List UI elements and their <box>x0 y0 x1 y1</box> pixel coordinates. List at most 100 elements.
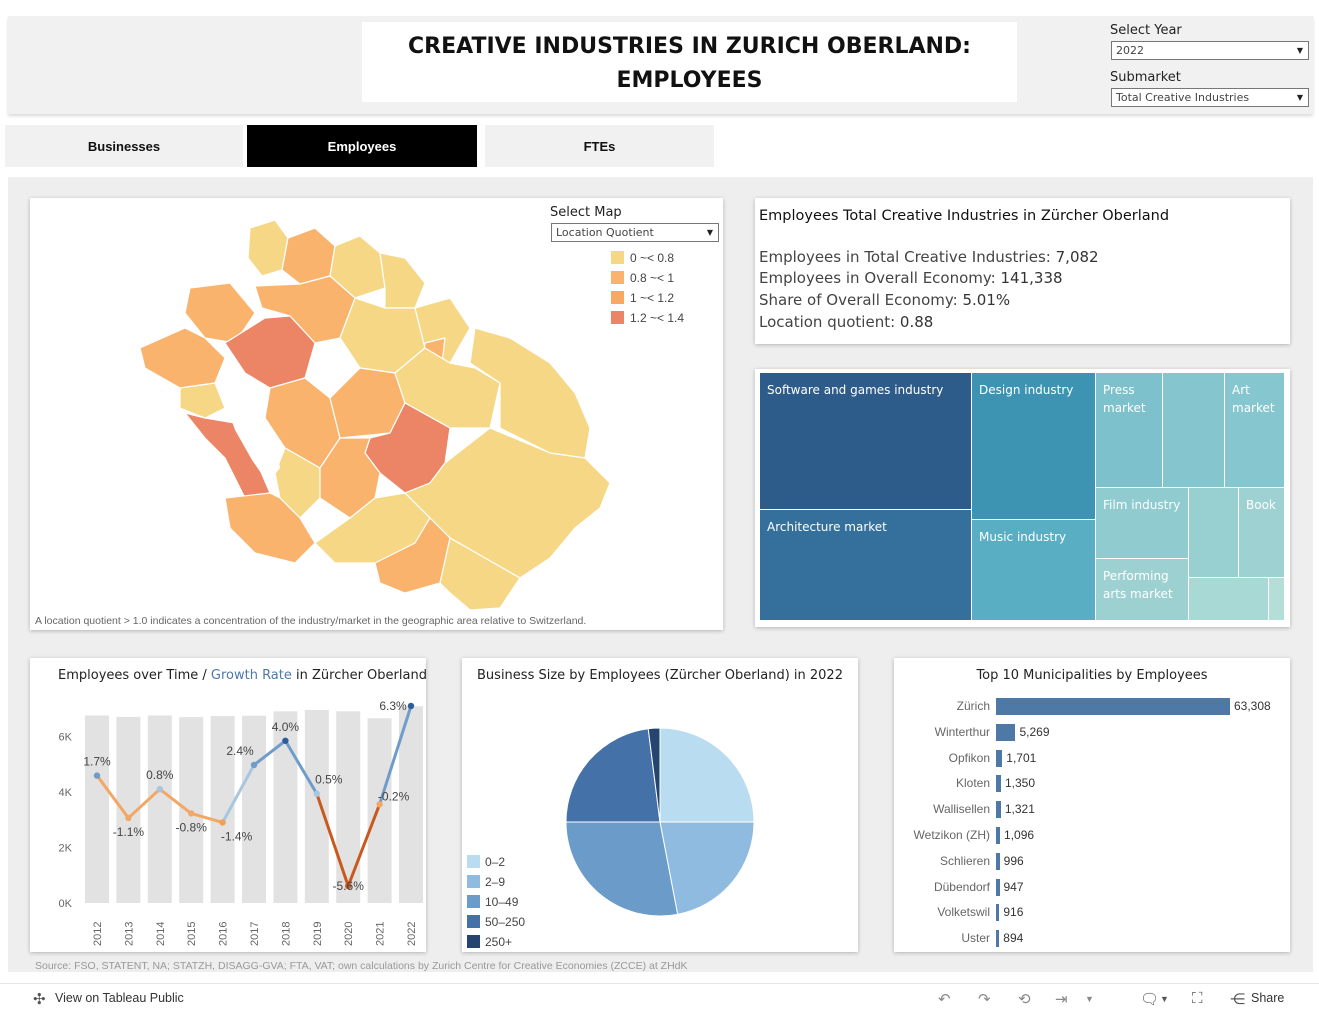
y-tick-label: 0K <box>59 898 73 910</box>
growth-point[interactable] <box>407 702 415 710</box>
submarket-dropdown[interactable]: Total Creative Industries ▼ <box>1111 88 1309 107</box>
employee-bar[interactable] <box>336 711 361 903</box>
treemap-design[interactable]: Design industry <box>972 373 1096 520</box>
growth-label: 1.7% <box>83 755 111 769</box>
municipality-label: Zürich <box>956 699 990 713</box>
pie-slice[interactable] <box>659 727 755 823</box>
employees-time-chart[interactable]: 0K 2K 4K 6K 1.7% -1.1% 0.8% -0.8% -1.4% 2.4% 4.0%… <box>30 658 426 952</box>
treemap-label: Performing arts market <box>1103 569 1173 601</box>
year-dropdown[interactable]: 2022 ▼ <box>1111 41 1309 60</box>
x-tick-label: 2017 <box>249 922 261 946</box>
revert-icon[interactable]: ⟲ <box>1018 991 1031 1008</box>
undo-icon[interactable]: ↶ <box>938 991 951 1008</box>
chevron-down-icon: ▼ <box>1296 93 1303 102</box>
fullscreen-icon[interactable]: ⛶ <box>1192 990 1203 1007</box>
growth-point[interactable] <box>282 737 289 744</box>
growth-label: 0.8% <box>146 768 174 782</box>
municipality-bar[interactable] <box>996 852 1000 870</box>
employee-bar[interactable] <box>242 715 266 903</box>
employee-bar[interactable] <box>304 709 329 903</box>
growth-point[interactable] <box>93 772 101 779</box>
treemap-label: Design industry <box>979 383 1074 397</box>
growth-line-segment <box>346 802 382 888</box>
municipality-bar[interactable] <box>996 801 1001 819</box>
map-region <box>224 315 316 389</box>
chevron-down-icon[interactable]: ▼ <box>1160 994 1169 1004</box>
pie-legend-label: 0–2 <box>485 855 505 869</box>
growth-point[interactable] <box>376 801 383 808</box>
employee-bar[interactable] <box>399 706 423 903</box>
legend-label: 1.2 ~< 1.4 <box>630 311 685 325</box>
treemap-press[interactable]: Press market <box>1096 373 1163 488</box>
growth-point[interactable] <box>219 819 226 826</box>
y-tick-label: 6K <box>59 731 73 743</box>
growth-line-segment <box>283 739 319 796</box>
tab-employees[interactable]: Employees <box>247 125 477 167</box>
municipality-bar[interactable] <box>996 775 1001 793</box>
treemap-unlabeled[interactable] <box>1163 373 1225 488</box>
treemap-unlabeled[interactable] <box>1189 488 1239 578</box>
pie-slice[interactable] <box>565 821 679 917</box>
treemap-unlabeled[interactable] <box>1189 578 1269 621</box>
employee-bar[interactable] <box>85 715 109 904</box>
legend-swatch <box>611 251 624 264</box>
pie-legend-label: 10–49 <box>485 895 519 909</box>
map-region <box>179 382 226 419</box>
growth-point[interactable] <box>250 761 258 769</box>
view-on-tableau-link[interactable]: View on Tableau Public <box>55 991 184 1005</box>
pie-slice[interactable] <box>647 727 661 823</box>
comment-icon[interactable]: 🗨 <box>1140 991 1160 1008</box>
chevron-down-icon[interactable]: ▼ <box>1085 994 1094 1004</box>
employee-bar[interactable] <box>147 715 172 904</box>
map-region <box>439 537 521 611</box>
growth-point[interactable] <box>345 882 352 890</box>
growth-point[interactable] <box>188 810 195 817</box>
municipality-bar[interactable] <box>996 698 1230 715</box>
title-part: in Zürcher Oberland <box>291 668 427 683</box>
treemap-book[interactable]: Book <box>1239 488 1285 578</box>
tableau-toolbar: ✣ View on Tableau Public ↶ ↷ ⟲ ⇥ ▼ 🗨 ▼ ⛶… <box>0 983 1319 1011</box>
region-map[interactable] <box>30 198 723 630</box>
growth-label: -0.8% <box>176 820 208 834</box>
growth-point[interactable] <box>313 790 320 797</box>
municipality-value: 63,308 <box>1234 699 1271 713</box>
pie-slice[interactable] <box>659 821 755 915</box>
x-tick-label: 2015 <box>186 922 198 946</box>
growth-line-segment <box>126 787 162 820</box>
treemap-film[interactable]: Film industry <box>1096 488 1189 559</box>
x-tick-label: 2016 <box>218 922 230 946</box>
growth-line-segment <box>95 774 130 820</box>
share-icon[interactable]: ⋲ <box>1230 991 1245 1008</box>
municipality-bar[interactable] <box>996 930 1000 948</box>
map-region <box>319 437 381 519</box>
redo-icon[interactable]: ↷ <box>978 991 991 1008</box>
growth-label: -1.1% <box>113 825 145 839</box>
tab-ftes[interactable]: FTEs <box>485 125 714 167</box>
municipality-bar[interactable] <box>996 827 1001 844</box>
tab-businesses[interactable]: Businesses <box>5 125 243 167</box>
refresh-icon[interactable]: ⇥ <box>1055 991 1068 1008</box>
municipality-bar[interactable] <box>996 723 1016 741</box>
treemap-music[interactable]: Music industry <box>972 520 1096 621</box>
treemap-art[interactable]: Art market <box>1225 373 1285 488</box>
pie-legend-label: 2–9 <box>485 875 505 889</box>
treemap-unlabeled[interactable] <box>1269 578 1285 621</box>
treemap-architecture[interactable]: Architecture market <box>760 510 972 621</box>
legend-swatch <box>611 311 624 324</box>
treemap-performing[interactable]: Performing arts market <box>1096 559 1189 621</box>
municipality-bar[interactable] <box>996 904 1000 922</box>
employee-bar[interactable] <box>179 717 204 903</box>
employee-bar[interactable] <box>116 716 141 903</box>
employee-bar[interactable] <box>367 718 392 903</box>
treemap-software[interactable]: Software and games industry <box>760 373 972 510</box>
select-map-dropdown[interactable]: Location Quotient ▼ <box>551 223 719 242</box>
kpi-card <box>755 198 1290 344</box>
municipality-bar[interactable] <box>996 878 1000 896</box>
share-button[interactable]: Share <box>1251 991 1285 1005</box>
growth-point[interactable] <box>125 814 132 822</box>
kpi-value: 141,338 <box>1000 269 1063 287</box>
growth-point[interactable] <box>156 785 163 793</box>
municipality-bar[interactable] <box>996 749 1003 767</box>
business-size-pie[interactable]: 0–2 2–9 10–49 50–250 250+ <box>462 658 858 952</box>
pie-slice[interactable] <box>565 728 661 823</box>
